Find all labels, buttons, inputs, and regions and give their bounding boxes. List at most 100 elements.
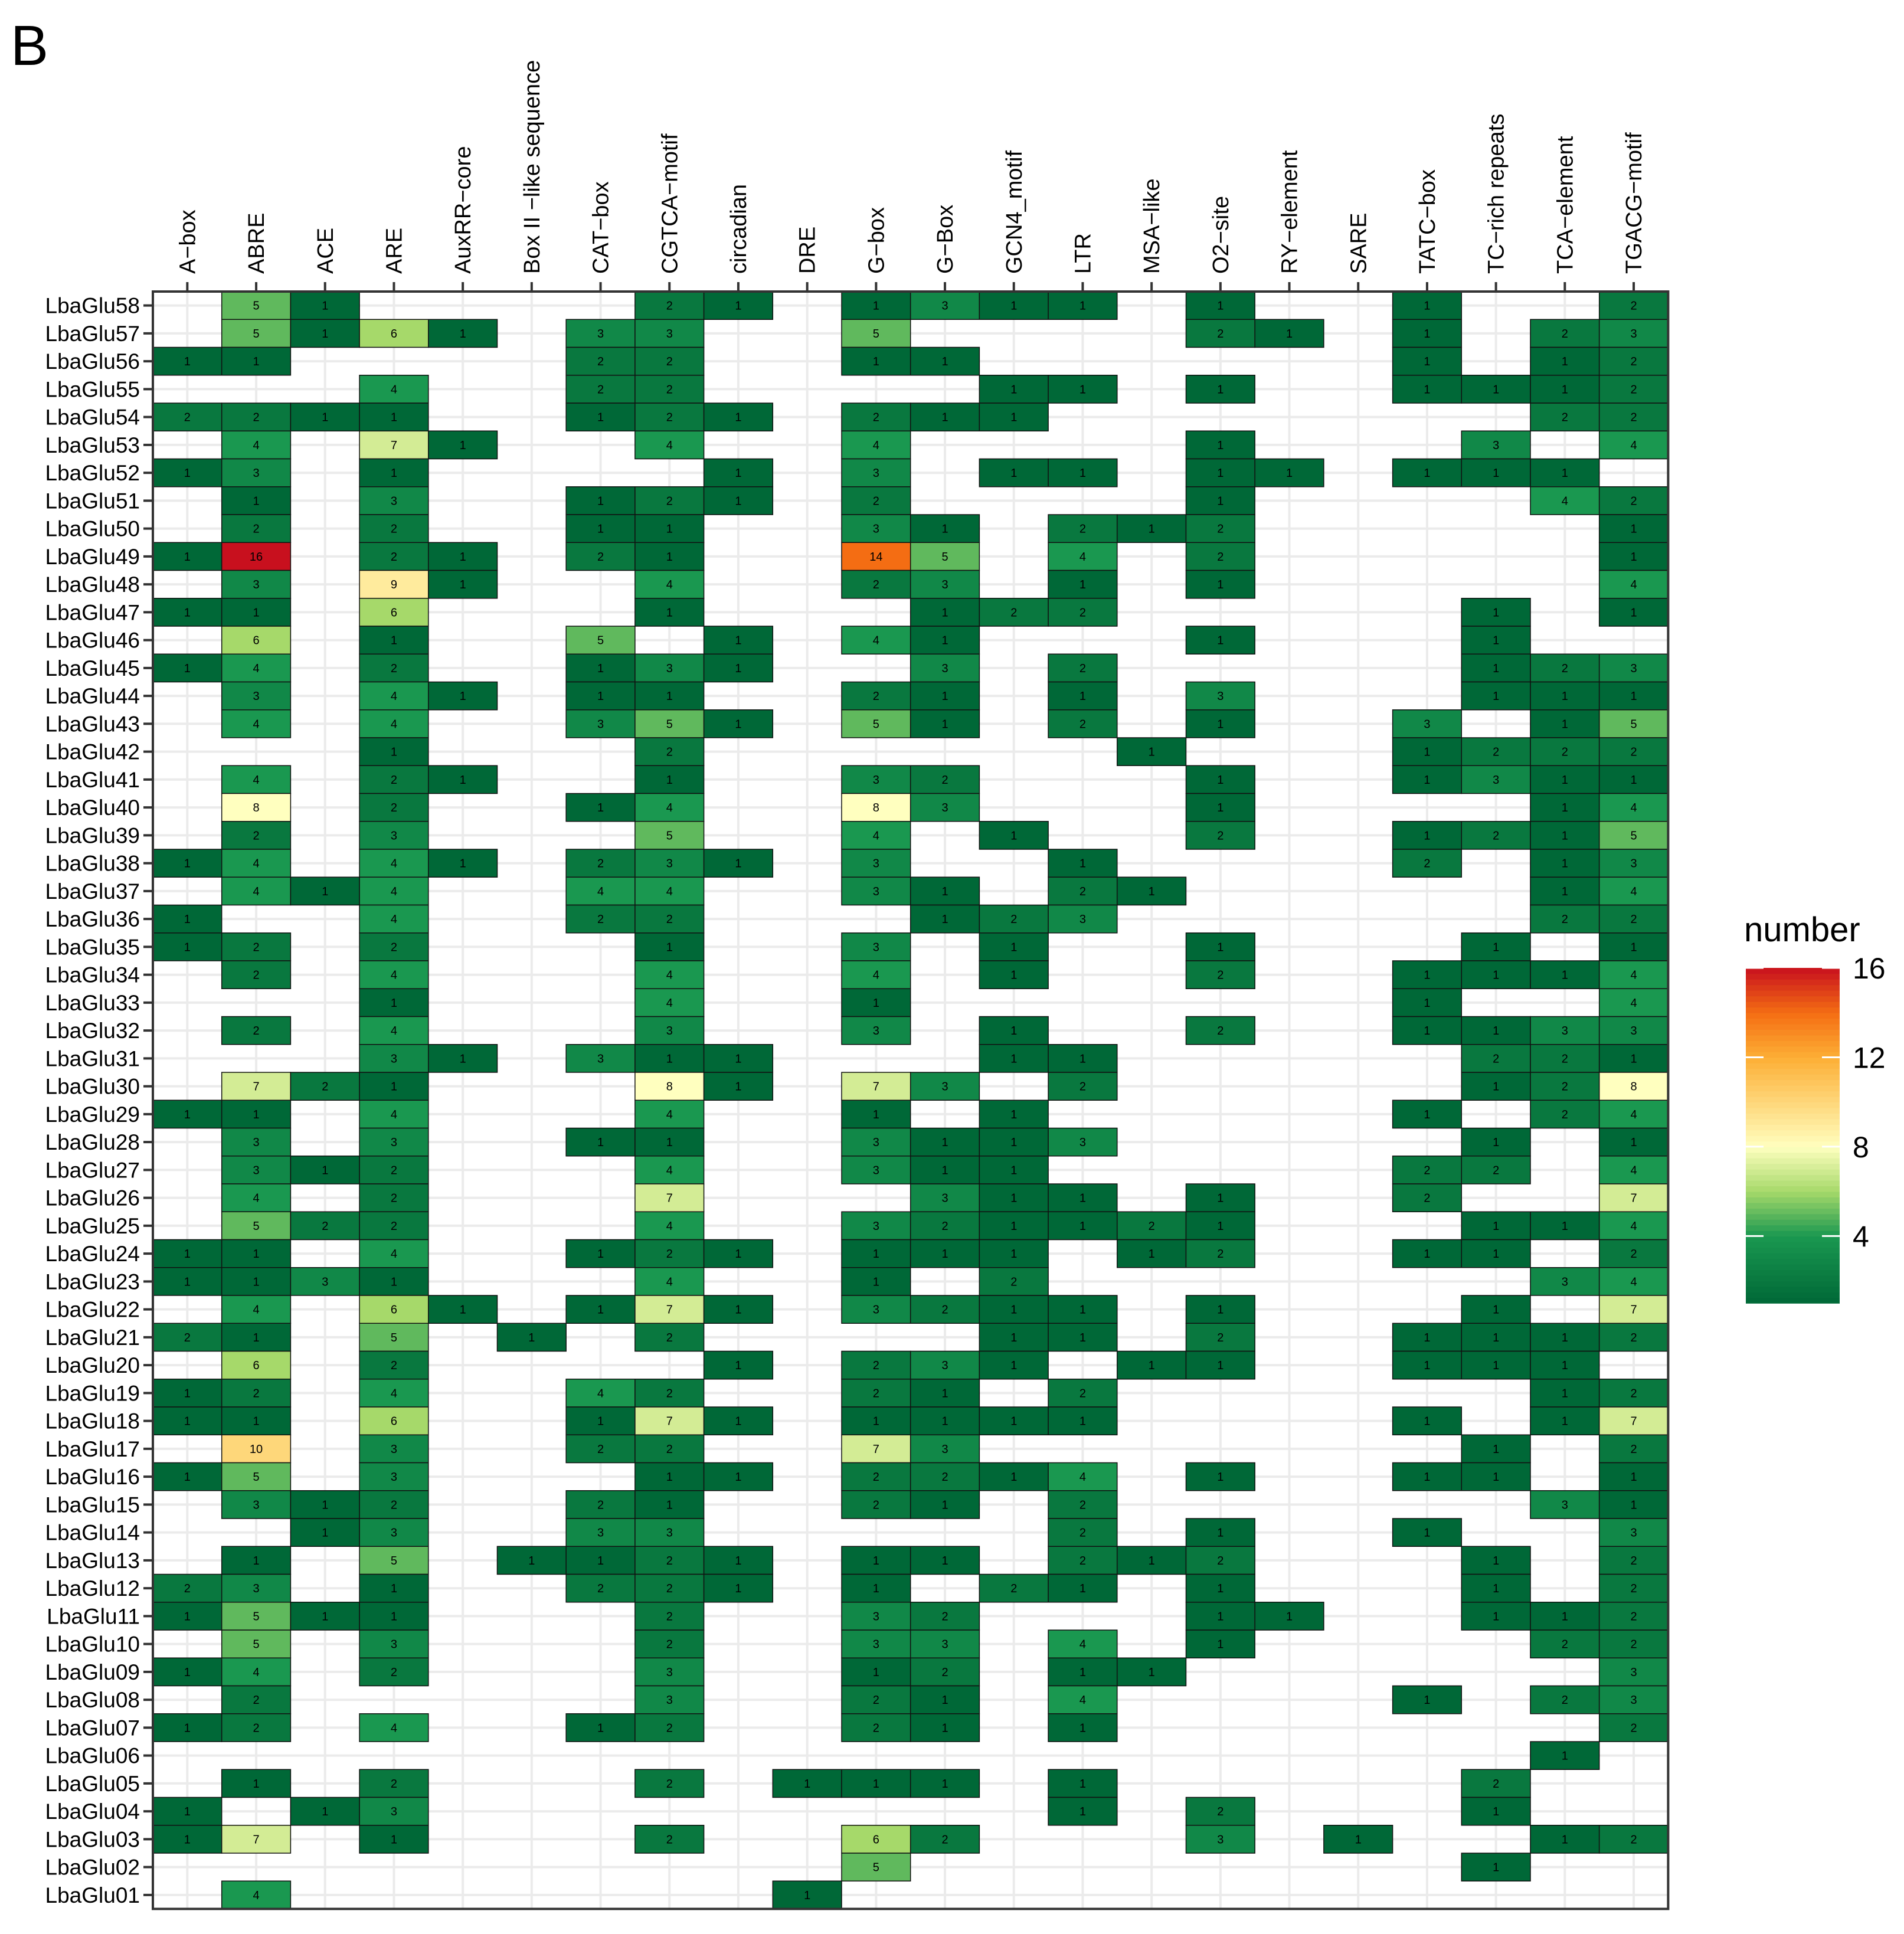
heatmap-cell [565,486,636,515]
heatmap-cell [1048,1406,1118,1435]
heatmap-cell [1392,1323,1463,1352]
cell-value-label: 6 [391,1304,397,1317]
heatmap-cell [1392,1099,1463,1129]
cell-value-label: 3 [1217,690,1223,703]
heatmap-cell [1185,1462,1255,1491]
cell-value-label: 1 [1562,1833,1568,1846]
heatmap-cell [428,681,498,711]
cell-value-label: 1 [597,523,604,536]
heatmap-cell [290,1602,360,1631]
cell-value-label: 1 [322,1498,328,1511]
cell-value-label: 2 [1217,1025,1223,1038]
heatmap-cell [359,319,429,348]
heatmap-cell [1185,1518,1255,1547]
cell-value-label: 1 [1493,1220,1499,1233]
heatmap-cell [221,849,292,878]
cell-value-label: 7 [253,1833,259,1846]
cell-value-label: 2 [666,355,673,368]
heatmap-cell [1185,1796,1255,1826]
heatmap-cell [1461,375,1531,404]
heatmap-cell [359,1323,429,1352]
cell-value-label: 5 [253,1638,259,1651]
heatmap-cell [1048,904,1118,934]
cell-value-label: 1 [666,1136,673,1149]
column-label: G−Box [933,205,958,274]
heatmap-cell [221,458,292,487]
cell-value-label: 3 [873,1610,879,1623]
cell-value-label: 2 [1630,1248,1637,1261]
heatmap-cell [634,1434,705,1464]
heatmap-cell [634,1211,705,1241]
cell-value-label: 3 [941,1359,948,1372]
heatmap-cell [841,1267,911,1296]
cell-value-label: 3 [873,1220,879,1233]
heatmap-cell [359,1713,429,1742]
cell-value-label: 4 [873,439,879,452]
heatmap-cell [910,1434,980,1464]
cell-value-label: 1 [322,328,328,341]
cell-value-label: 2 [391,1498,397,1511]
cell-value-label: 1 [1630,551,1637,564]
heatmap-cell [359,1099,429,1129]
heatmap-cell [1048,458,1118,487]
cell-value-label: 1 [1079,1331,1086,1344]
row-label: LbaGlu43 [45,712,140,736]
heatmap-cell [221,1629,292,1658]
heatmap-cell [1185,960,1255,989]
cell-value-label: 1 [253,355,259,368]
heatmap-cell [565,1379,636,1408]
heatmap-cell [1392,1183,1463,1212]
cell-value-label: 2 [1630,746,1637,759]
cell-value-label: 1 [873,1275,879,1288]
heatmap-cell [290,876,360,906]
cell-value-label: 1 [184,913,191,926]
cell-value-label: 1 [735,1081,741,1094]
heatmap-cell [152,1323,223,1352]
cell-value-label: 5 [666,718,673,731]
cell-value-label: 14 [869,551,882,564]
cell-value-label: 1 [253,495,259,508]
cell-value-label: 1 [184,662,191,675]
cell-value-label: 1 [322,300,328,313]
cell-value-label: 2 [941,1666,948,1679]
cell-value-label: 4 [666,1164,673,1177]
cell-value-label: 2 [666,746,673,759]
heatmap-cell [565,542,636,571]
heatmap-cell [565,626,636,655]
panel-label: B [11,14,48,77]
cell-value-label: 4 [873,969,879,982]
heatmap-cell [1048,709,1118,738]
legend-gradient-segment [1746,1079,1840,1086]
heatmap-cell [979,1323,1049,1352]
cell-value-label: 2 [666,1248,673,1261]
heatmap-cell [910,598,980,627]
cell-value-label: 3 [391,495,397,508]
cell-value-label: 1 [735,1248,741,1261]
cell-value-label: 1 [1217,1610,1223,1623]
heatmap-cell [910,1685,980,1714]
heatmap-cell [359,988,429,1017]
heatmap-cell [152,346,223,376]
legend-gradient-segment [1746,984,1840,991]
cell-value-label: 1 [322,885,328,898]
heatmap-cell [703,291,774,320]
cell-value-label: 3 [1630,1694,1637,1707]
heatmap-cell [910,1156,980,1184]
cell-value-label: 2 [1424,858,1430,871]
cell-value-label: 3 [941,1638,948,1651]
cell-value-label: 1 [1562,1750,1568,1763]
legend-gradient-segment [1746,1264,1840,1270]
heatmap-cell [221,1127,292,1157]
heatmap-cell [221,1183,292,1212]
heatmap-cell [565,1434,636,1464]
cell-value-label: 1 [1217,439,1223,452]
cell-value-label: 2 [1079,523,1086,536]
legend-gradient-segment [1746,1163,1840,1170]
cell-value-label: 1 [1149,1666,1155,1679]
heatmap-cell [1530,1072,1600,1101]
cell-value-label: 3 [941,578,948,591]
cell-value-label: 2 [1630,1331,1637,1344]
heatmap-cell [152,458,223,487]
cell-value-label: 8 [873,801,879,814]
cell-value-label: 4 [1630,1108,1637,1121]
